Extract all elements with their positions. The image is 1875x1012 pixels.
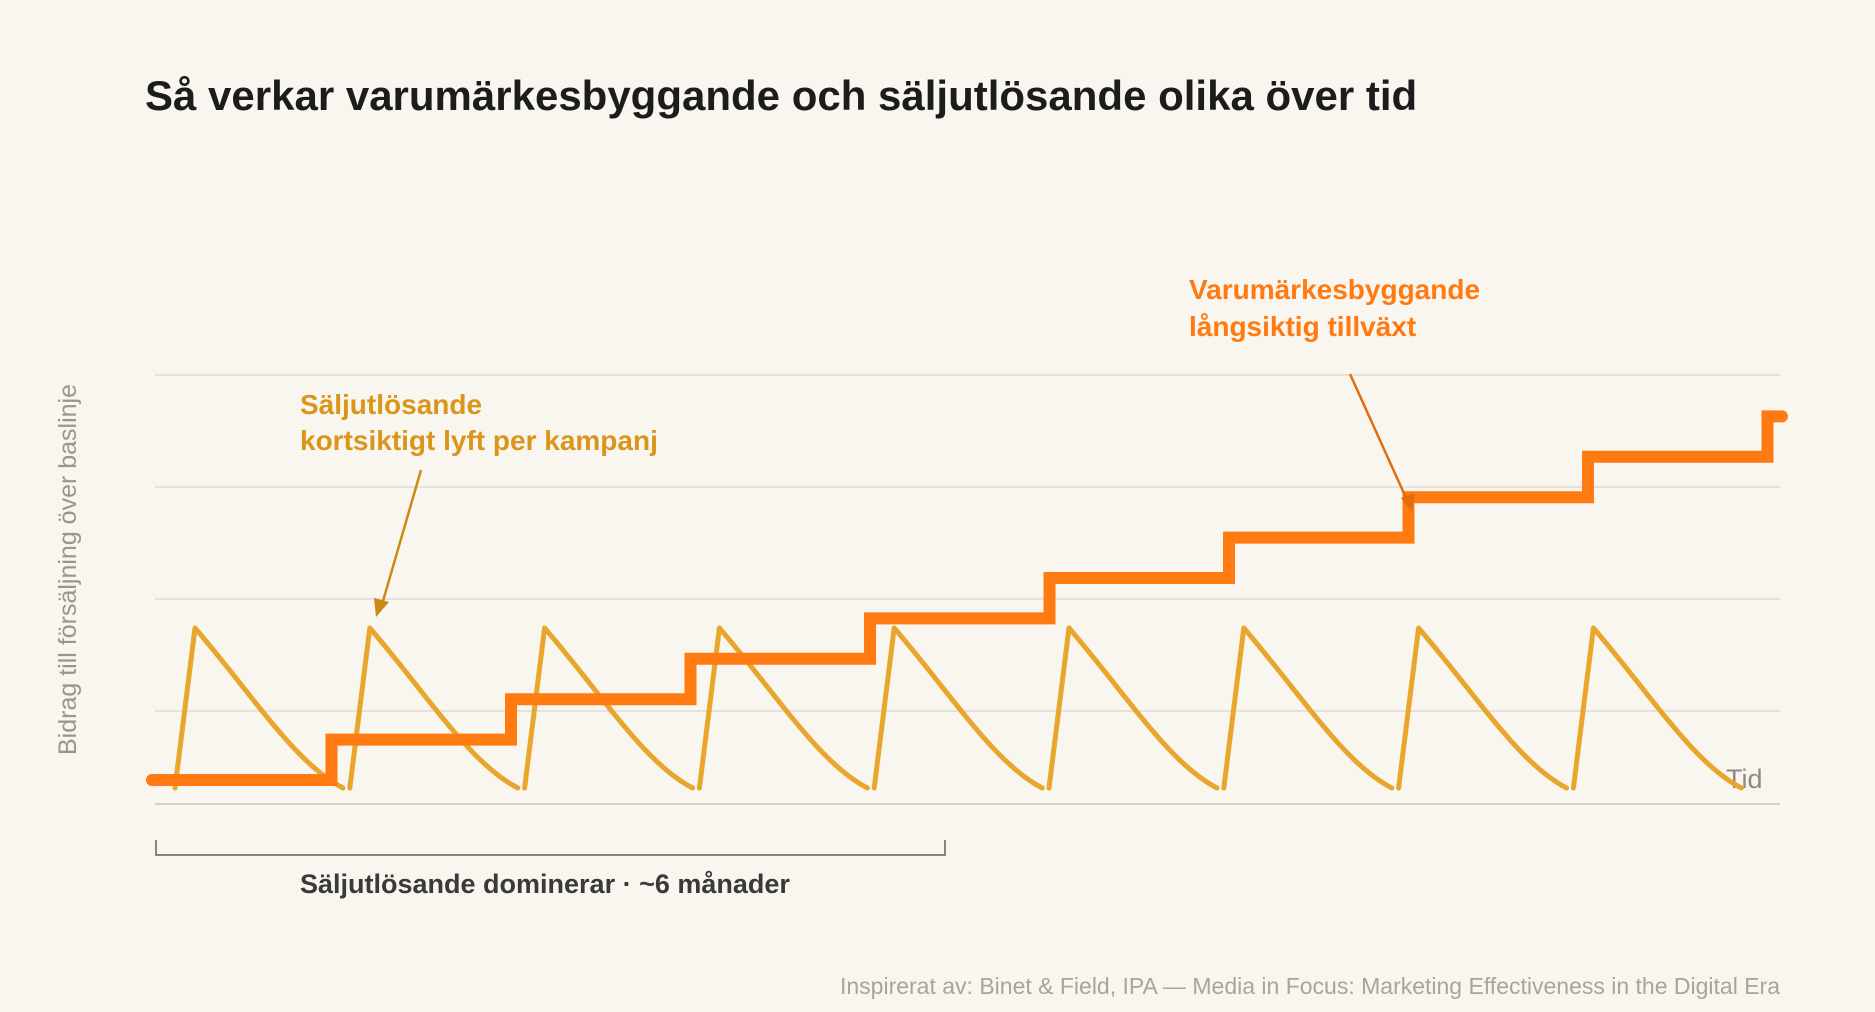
annotation-brand-subtitle: långsiktig tillväxt: [1189, 311, 1416, 342]
chart-title: Så verkar varumärkesbyggande och säljutl…: [145, 72, 1417, 119]
y-axis-label: Bidrag till försäljning över baslinje: [54, 384, 82, 755]
annotation-sales-arrow: [379, 469, 423, 609]
annotation-brand-arrowhead: [1401, 493, 1415, 512]
gridlines: [155, 374, 1780, 712]
series-line-brand: [146, 410, 1788, 786]
annotation-brand-arrow: [1348, 373, 1409, 501]
annotation-sales-arrowhead: [374, 598, 389, 617]
bracket-label: Säljutlösande dominerar · ~6 månader: [300, 869, 790, 899]
bracket: [155, 840, 946, 856]
x-axis-label: Tid: [1726, 764, 1763, 794]
annotation-sales-title: Säljutlösande: [300, 389, 482, 420]
annotation-sales-subtitle: kortsiktigt lyft per kampanj: [300, 425, 658, 456]
series-line-sales: [172, 625, 1744, 791]
annotation-brand-title: Varumärkesbyggande: [1189, 274, 1480, 305]
source-note: Inspirerat av: Binet & Field, IPA — Medi…: [840, 973, 1780, 999]
